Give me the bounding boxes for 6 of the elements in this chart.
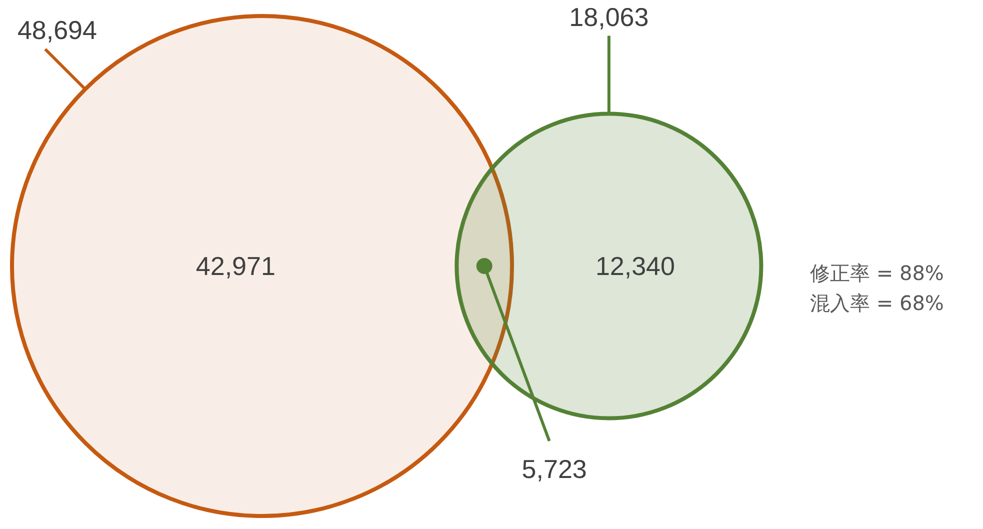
data-label: 5,723 <box>522 454 587 484</box>
data-label: 48,694 <box>17 15 97 46</box>
data-label: 42,971 <box>196 251 276 281</box>
text: 修正率 = 88% <box>810 261 944 285</box>
text: 混入率 = 68% <box>810 291 944 315</box>
data-label: 12,340 <box>595 251 675 281</box>
